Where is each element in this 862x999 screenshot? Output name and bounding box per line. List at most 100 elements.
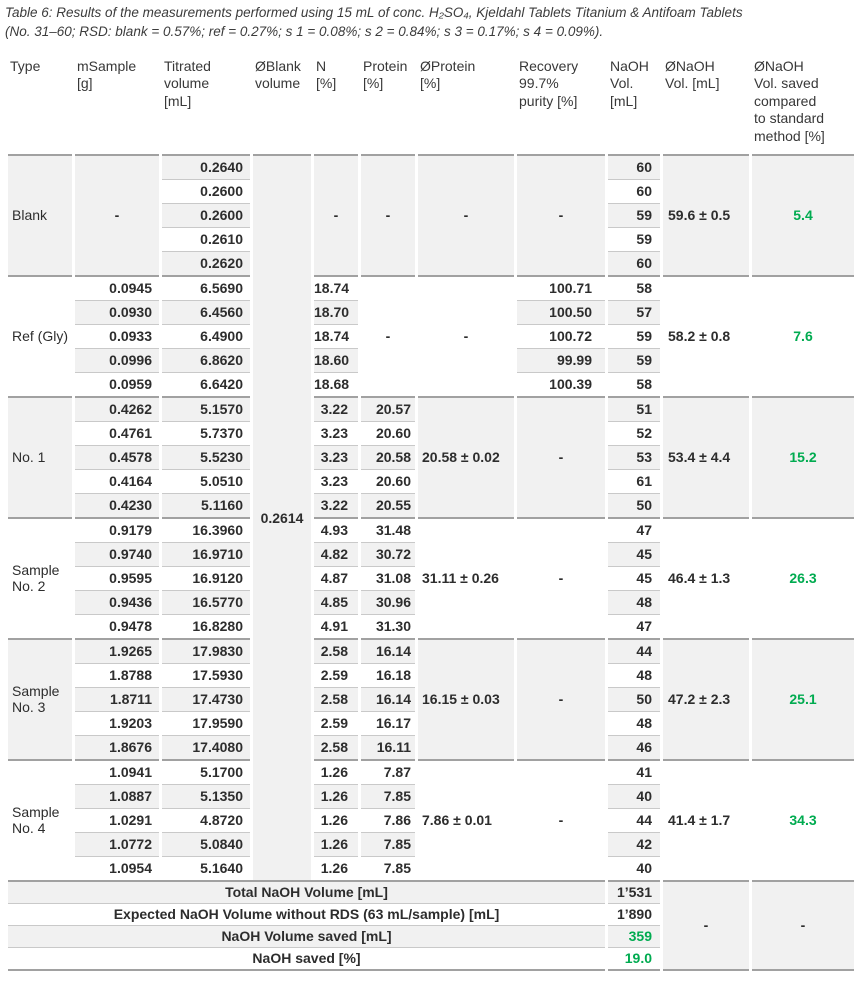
column-header: mSample [g] bbox=[77, 57, 137, 92]
saved-percent-cell: 15.2 bbox=[752, 395, 854, 517]
protein-cell: 16.18 bbox=[361, 663, 415, 688]
msample-cell: 0.4262 bbox=[75, 395, 159, 422]
saved-percent-cell: 25.1 bbox=[752, 637, 854, 759]
dash-cell: - bbox=[314, 153, 358, 275]
naoh-volume-cell: 59 bbox=[608, 348, 660, 373]
nitrogen-cell: 2.58 bbox=[314, 637, 358, 664]
naoh-volume-cell: 60 bbox=[608, 179, 660, 204]
footer-avg-naoh-dash: - bbox=[663, 879, 749, 971]
avg-protein-cell: 16.15 ± 0.03 bbox=[418, 637, 514, 759]
dash-cell: - bbox=[517, 395, 605, 517]
recovery-cell: 100.71 bbox=[517, 274, 605, 301]
column-header: ØBlank volume bbox=[255, 57, 301, 92]
titrated-volume-cell: 5.1640 bbox=[162, 856, 250, 880]
footer-value: 359 bbox=[608, 925, 660, 948]
titrated-volume-cell: 17.4730 bbox=[162, 687, 250, 712]
caption-line-2: (No. 31–60; RSD: blank = 0.57%; ref = 0.… bbox=[5, 23, 604, 39]
titrated-volume-cell: 16.9710 bbox=[162, 542, 250, 567]
nitrogen-cell: 3.22 bbox=[314, 395, 358, 422]
msample-cell: 0.4230 bbox=[75, 493, 159, 517]
protein-cell: 30.72 bbox=[361, 542, 415, 567]
msample-cell: 0.0996 bbox=[75, 348, 159, 373]
msample-cell: 0.4578 bbox=[75, 445, 159, 470]
naoh-volume-cell: 50 bbox=[608, 687, 660, 712]
saved-percent-cell: 7.6 bbox=[752, 274, 854, 396]
dash-cell: - bbox=[361, 153, 415, 275]
dash-cell: - bbox=[517, 153, 605, 275]
footer-value: 1’890 bbox=[608, 903, 660, 926]
nitrogen-cell: 2.59 bbox=[314, 663, 358, 688]
naoh-volume-cell: 48 bbox=[608, 663, 660, 688]
protein-cell: 16.14 bbox=[361, 687, 415, 712]
naoh-volume-cell: 44 bbox=[608, 637, 660, 664]
protein-cell: 16.14 bbox=[361, 637, 415, 664]
titrated-volume-cell: 5.0510 bbox=[162, 469, 250, 494]
titrated-volume-cell: 17.4080 bbox=[162, 735, 250, 759]
msample-cell: 1.0954 bbox=[75, 856, 159, 880]
msample-cell: 1.0887 bbox=[75, 784, 159, 809]
dash-cell: - bbox=[75, 153, 159, 275]
recovery-cell: 100.72 bbox=[517, 324, 605, 349]
nitrogen-cell: 2.58 bbox=[314, 687, 358, 712]
nitrogen-cell: 1.26 bbox=[314, 856, 358, 880]
titrated-volume-cell: 6.5690 bbox=[162, 274, 250, 301]
avg-naoh-cell: 41.4 ± 1.7 bbox=[663, 758, 749, 880]
dash-cell: - bbox=[517, 758, 605, 880]
nitrogen-cell: 4.91 bbox=[314, 614, 358, 638]
msample-cell: 0.0959 bbox=[75, 372, 159, 396]
protein-cell: 31.30 bbox=[361, 614, 415, 638]
type-cell: Blank bbox=[8, 153, 72, 275]
naoh-volume-cell: 59 bbox=[608, 203, 660, 228]
titrated-volume-cell: 5.7370 bbox=[162, 421, 250, 446]
blank-volume-cell: 0.2614 bbox=[253, 153, 311, 880]
titrated-volume-cell: 5.1700 bbox=[162, 758, 250, 785]
nitrogen-cell: 4.85 bbox=[314, 590, 358, 615]
protein-cell: 31.08 bbox=[361, 566, 415, 591]
type-cell: Ref (Gly) bbox=[8, 274, 72, 396]
recovery-cell: 99.99 bbox=[517, 348, 605, 373]
msample-cell: 0.9595 bbox=[75, 566, 159, 591]
dash-cell: - bbox=[361, 274, 415, 396]
titrated-volume-cell: 5.1570 bbox=[162, 395, 250, 422]
nitrogen-cell: 4.82 bbox=[314, 542, 358, 567]
titrated-volume-cell: 0.2600 bbox=[162, 179, 250, 204]
naoh-volume-cell: 48 bbox=[608, 711, 660, 736]
msample-cell: 1.9203 bbox=[75, 711, 159, 736]
titrated-volume-cell: 0.2610 bbox=[162, 227, 250, 252]
naoh-volume-cell: 60 bbox=[608, 251, 660, 275]
msample-cell: 1.8711 bbox=[75, 687, 159, 712]
naoh-volume-cell: 57 bbox=[608, 300, 660, 325]
protein-cell: 20.60 bbox=[361, 421, 415, 446]
type-cell: No. 1 bbox=[8, 395, 72, 517]
column-header: Titrated volume [mL] bbox=[164, 57, 211, 109]
naoh-volume-cell: 59 bbox=[608, 324, 660, 349]
titrated-volume-cell: 0.2600 bbox=[162, 203, 250, 228]
protein-cell: 7.85 bbox=[361, 832, 415, 857]
titrated-volume-cell: 16.8280 bbox=[162, 614, 250, 638]
column-header: ØNaOH Vol. saved compared to standard me… bbox=[754, 57, 825, 144]
msample-cell: 0.0930 bbox=[75, 300, 159, 325]
naoh-volume-cell: 47 bbox=[608, 516, 660, 543]
footer-value: 1’531 bbox=[608, 879, 660, 904]
msample-cell: 1.0941 bbox=[75, 758, 159, 785]
type-cell: Sample No. 3 bbox=[8, 637, 72, 759]
nitrogen-cell: 3.23 bbox=[314, 421, 358, 446]
footer-label: NaOH Volume saved [mL] bbox=[8, 925, 605, 948]
msample-cell: 0.9179 bbox=[75, 516, 159, 543]
footer-saved-dash: - bbox=[752, 879, 854, 971]
footer-label: Total NaOH Volume [mL] bbox=[8, 879, 605, 904]
naoh-volume-cell: 51 bbox=[608, 395, 660, 422]
titrated-volume-cell: 0.2620 bbox=[162, 251, 250, 275]
table-body: Blank -0.2640 0.2614- - - -60 59.6 ± 0.5 5.4 0.2… bbox=[8, 153, 854, 971]
nitrogen-cell: 1.26 bbox=[314, 808, 358, 833]
nitrogen-cell: 1.26 bbox=[314, 832, 358, 857]
titrated-volume-cell: 4.8720 bbox=[162, 808, 250, 833]
protein-cell: 31.48 bbox=[361, 516, 415, 543]
protein-cell: 16.17 bbox=[361, 711, 415, 736]
saved-percent-cell: 26.3 bbox=[752, 516, 854, 638]
titrated-volume-cell: 5.5230 bbox=[162, 445, 250, 470]
recovery-cell: 100.50 bbox=[517, 300, 605, 325]
column-header: Type bbox=[10, 57, 41, 74]
nitrogen-cell: 4.87 bbox=[314, 566, 358, 591]
msample-cell: 0.0945 bbox=[75, 274, 159, 301]
